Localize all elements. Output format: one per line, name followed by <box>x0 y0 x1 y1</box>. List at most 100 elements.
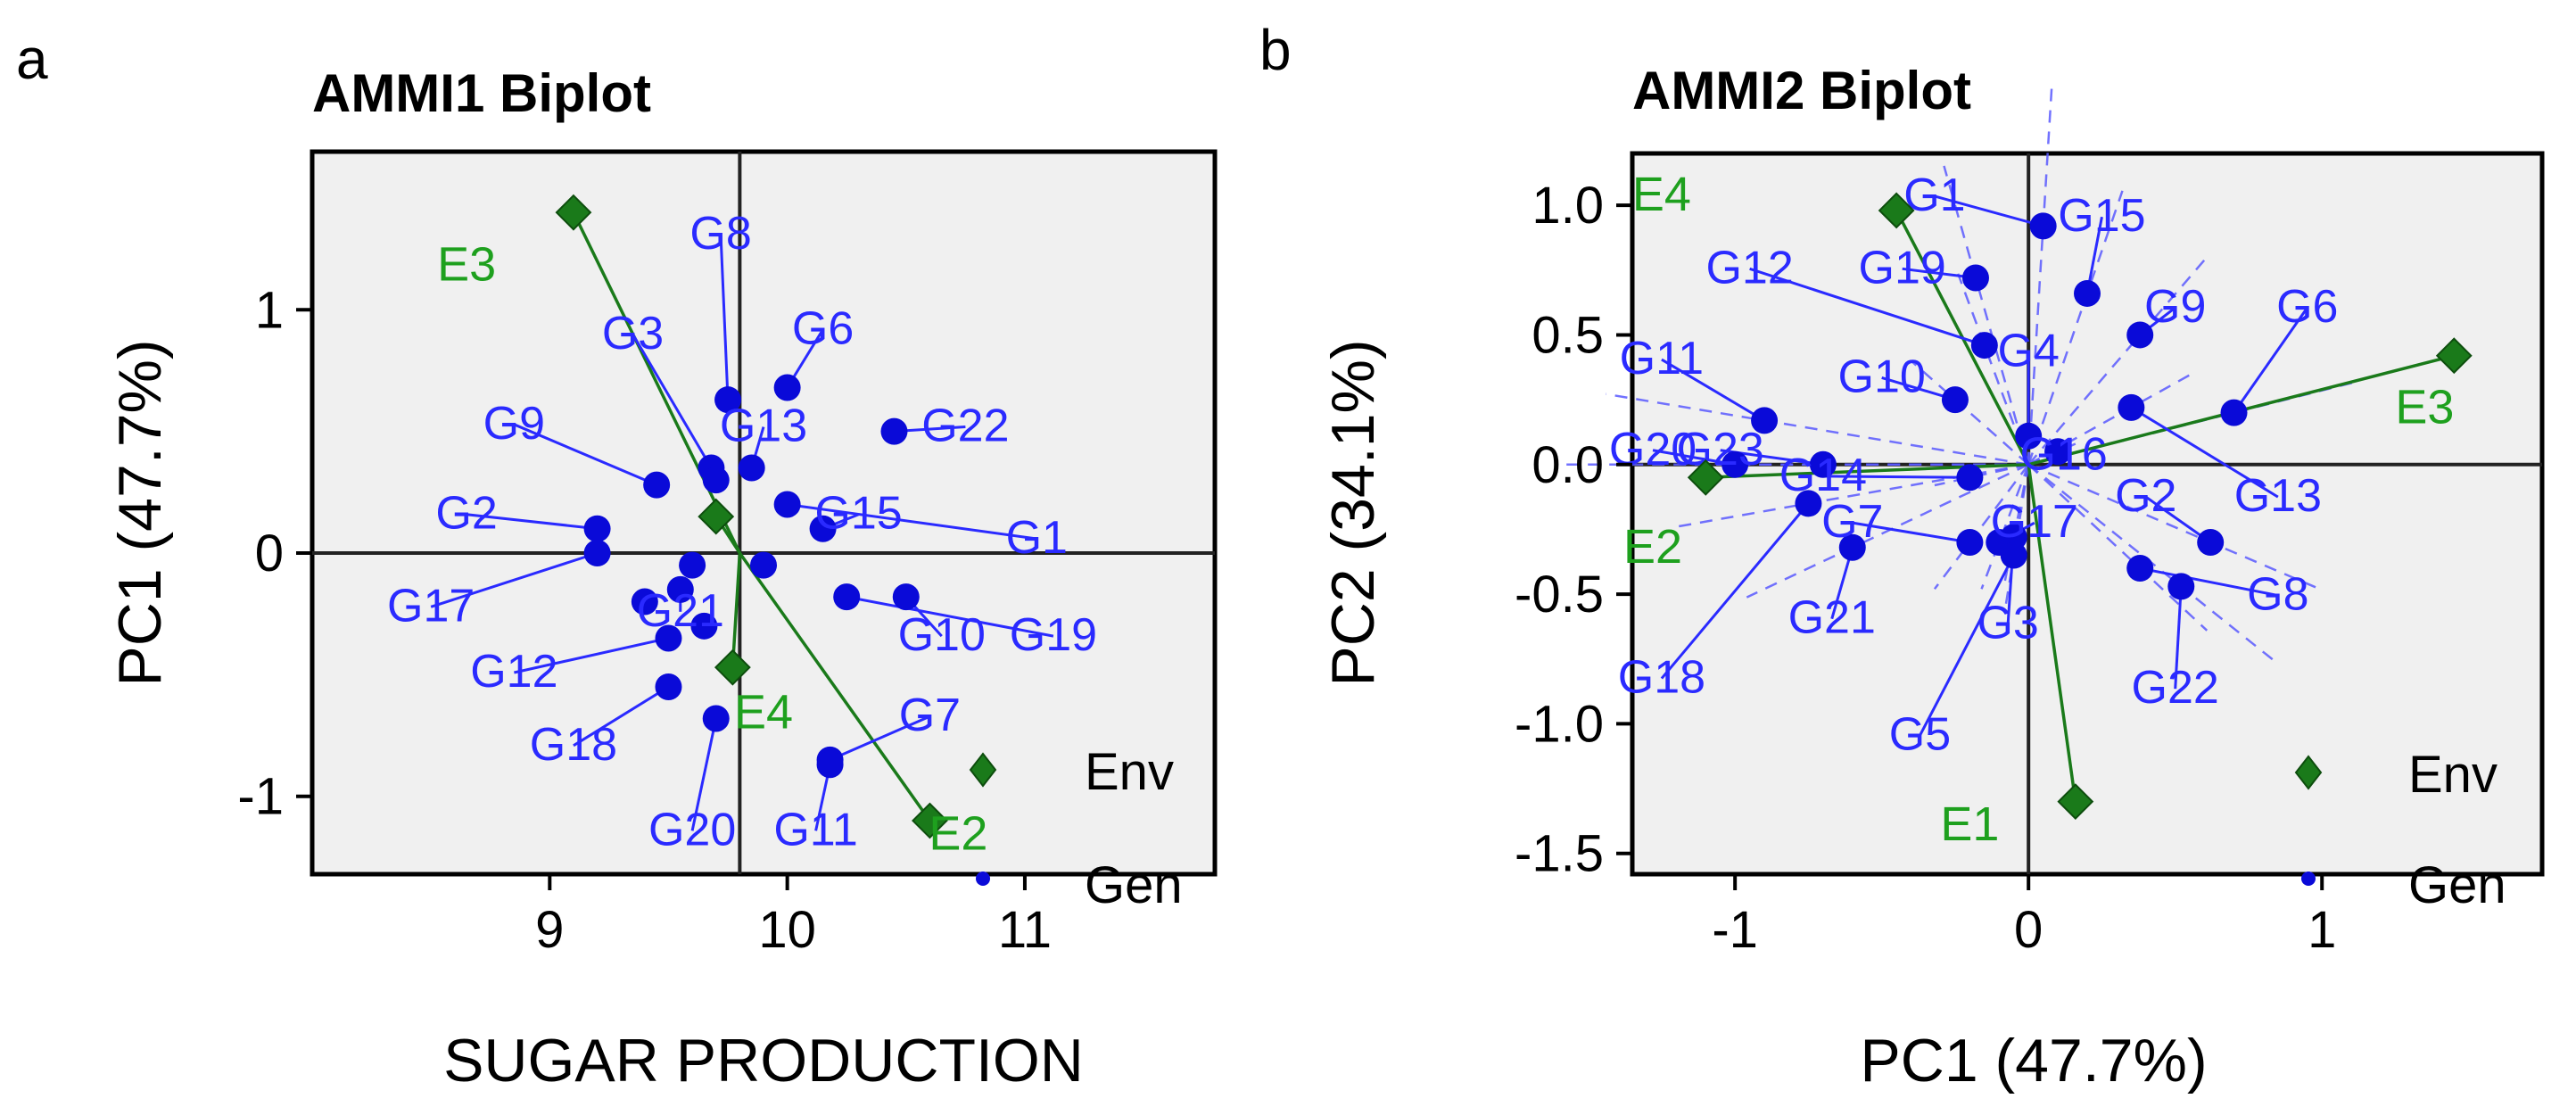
genotype-label-G8: G8 <box>689 208 751 260</box>
genotype-point-G19 <box>1961 264 1989 292</box>
env-point-E3 <box>555 194 592 231</box>
leader-G17 <box>430 551 599 608</box>
panel-a-legend-gen-marker <box>976 872 990 886</box>
genotype-vector-G10 <box>1910 359 2030 466</box>
genotype-point-G23 <box>631 588 658 615</box>
genotype-label-G1: G1 <box>1903 169 1965 221</box>
leader-G6 <box>2233 307 2309 414</box>
genotype-label-G5: G5 <box>1889 708 1951 760</box>
genotype-point-G20 <box>1721 450 1749 478</box>
genotype-point-G13 <box>2118 393 2145 421</box>
env-label-E2: E2 <box>929 807 987 861</box>
genotype-label-G13: G13 <box>2234 470 2322 522</box>
leader-G1 <box>1934 194 2044 227</box>
panel-a-env-vectors <box>572 211 931 822</box>
panel-a-y-axis-label: PC1 (47.7%) <box>106 339 174 686</box>
y-tick-label: -0.5 <box>1515 566 1604 624</box>
genotype-vector-G15 <box>2027 190 2124 466</box>
genotype-point-G10 <box>1941 386 1969 414</box>
genotype-label-G20: G20 <box>1609 424 1697 475</box>
genotype-point-G15 <box>2074 279 2101 307</box>
leader-G18 <box>573 685 670 748</box>
leader-G9 <box>513 423 657 487</box>
genotype-point-G4 <box>702 467 730 494</box>
panel-b-environment-points: E4 E3 E2 E1 <box>1623 168 2473 851</box>
genotype-label-G4: G4 <box>1998 325 2060 376</box>
genotype-label-G19: G19 <box>1010 609 1097 661</box>
x-tick-label: 11 <box>998 901 1052 959</box>
panel-a-legend: Env Gen <box>969 743 1183 914</box>
x-tick-label: 9 <box>535 901 564 959</box>
leader-G11 <box>1661 358 1765 422</box>
env-vector-E1 <box>2027 464 2077 802</box>
genotype-point-G11 <box>816 751 844 779</box>
genotype-label-G13: G13 <box>720 401 807 452</box>
panel-a-ticks: 9 10 11 -1 0 1 <box>237 281 1052 959</box>
genotype-label-G18: G18 <box>530 719 617 771</box>
env-point-E2 <box>912 802 948 839</box>
genotype-label-G21: G21 <box>637 585 724 637</box>
x-tick-label: 10 <box>758 901 816 959</box>
x-tick-label: 0 <box>2014 901 2043 959</box>
genotype-label-G3: G3 <box>1977 598 2038 649</box>
leader-G1 <box>787 502 1037 541</box>
genotype-vector-G21 <box>1746 463 2029 599</box>
genotype-vector-G11 <box>1606 392 2029 467</box>
leader-G5 <box>1919 554 2016 737</box>
leader-G14 <box>1822 475 1970 479</box>
genotype-label-G10: G10 <box>1838 351 1926 402</box>
env-label-E4: E4 <box>1632 168 1691 221</box>
genotype-label-G9: G9 <box>483 398 545 450</box>
genotype-point-G22 <box>880 417 908 445</box>
panel-a-legend-env-marker <box>969 752 997 788</box>
genotype-point-G9 <box>2126 321 2154 349</box>
leader-G7 <box>1852 521 1970 544</box>
leader-G12 <box>514 636 669 674</box>
genotype-point-G12 <box>1970 332 1998 359</box>
genotype-label-G18: G18 <box>1618 652 1705 704</box>
panel-b-plot-area <box>1630 151 2545 877</box>
genotype-point-G8 <box>714 386 742 414</box>
y-tick-label: 0.0 <box>1532 436 1604 494</box>
env-vector-E2 <box>738 551 931 822</box>
genotype-label-G22: G22 <box>2132 662 2219 714</box>
panel-b-title: AMMI2 Biplot <box>1632 61 1971 120</box>
genotype-label-G11: G11 <box>773 804 857 855</box>
panel-a-genotype-points: G8 G3 G6 G9 G13 G22 G2 G15 G17 G1 G21 G12 G10 G19 G7 G1… <box>387 208 1097 855</box>
env-point-E1 <box>714 649 751 686</box>
genotype-point-G21 <box>1838 533 1866 561</box>
env-point-E1 <box>2057 783 2094 821</box>
genotype-point-G13 <box>738 454 765 482</box>
y-tick-label: 1 <box>255 281 284 339</box>
genotype-point-G8 <box>2126 555 2154 582</box>
genotype-label-G19: G19 <box>1859 242 1946 293</box>
genotype-label-G7: G7 <box>1821 496 1883 548</box>
leader-G22 <box>2174 586 2183 690</box>
panel-b-legend-env-marker <box>2294 755 2323 790</box>
leader-G2 <box>466 513 598 531</box>
leader-G8 <box>2139 566 2279 598</box>
y-tick-label: 1.0 <box>1532 177 1604 235</box>
genotype-vector-G9 <box>2027 256 2209 466</box>
genotype-vector-G7 <box>1933 464 2030 591</box>
genotype-label-G22: G22 <box>921 401 1009 452</box>
leader-G20 <box>690 718 718 831</box>
genotype-label-G17: G17 <box>387 580 475 632</box>
genotype-point-G20 <box>702 705 730 732</box>
genotype-point-G6 <box>2220 399 2248 426</box>
genotype-label-G11: G11 <box>1620 333 1704 384</box>
panel-a-legend-env-label: Env <box>1085 743 1174 801</box>
panel-b-x-axis-label: PC1 (47.7%) <box>1860 1027 2207 1095</box>
x-tick-label: 1 <box>2308 901 2336 959</box>
y-tick-label: 0.5 <box>1532 306 1604 364</box>
genotype-point-G5 <box>690 612 718 640</box>
genotype-point-G1 <box>773 491 801 518</box>
leader-G8 <box>719 235 730 401</box>
genotype-point-G14 <box>679 551 706 579</box>
genotype-label-G6: G6 <box>792 302 854 354</box>
genotype-point-G18 <box>1795 490 1822 517</box>
genotype-point-G5 <box>2000 541 2027 569</box>
env-label-E3: E3 <box>437 238 496 292</box>
